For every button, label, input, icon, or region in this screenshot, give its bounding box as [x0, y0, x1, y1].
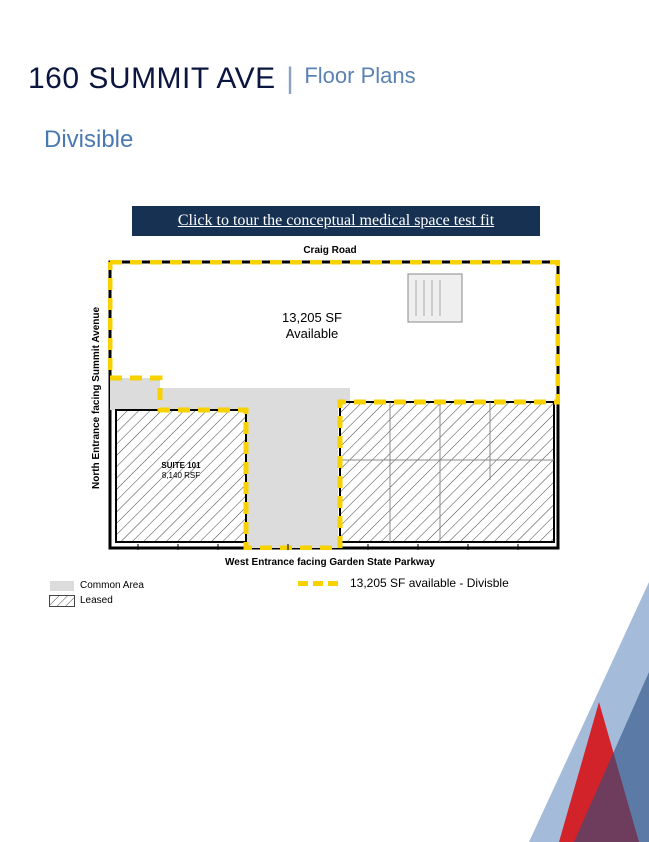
legend-available: 13,205 SF available - Divisble [298, 576, 509, 590]
street-label-bottom: West Entrance facing Garden State Parkwa… [94, 557, 566, 568]
suite-label-line1: SUITE 101 [161, 461, 201, 470]
legend-common-area: Common Area [50, 580, 144, 591]
decor-triangle-blue-dark [574, 672, 649, 842]
legend-left: Common Area Leased [50, 580, 144, 610]
swatch-common-icon [50, 581, 74, 591]
legend-leased-label: Leased [80, 595, 113, 606]
street-label-left: North Entrance facing Summit Avenue [91, 248, 102, 548]
leased-right [340, 402, 554, 542]
legend-common-label: Common Area [80, 580, 144, 591]
available-label-line2: Available [286, 326, 339, 341]
available-label-line1: 13,205 SF [282, 310, 342, 325]
address-title: 160 SUMMIT AVE [28, 62, 276, 96]
swatch-leased-icon [50, 596, 74, 606]
page-header: 160 SUMMIT AVE | Floor Plans [28, 62, 416, 96]
section-subhead: Divisible [44, 126, 133, 154]
floorplan-svg: 13,205 SF Available SUITE 101 8,140 RSF [108, 260, 560, 550]
tour-link[interactable]: Click to tour the conceptual medical spa… [132, 206, 540, 236]
floorplan-container: Craig Road West Entrance facing Garden S… [94, 248, 566, 566]
suite-label-line2: 8,140 RSF [162, 471, 200, 480]
legend-available-label: 13,205 SF available - Divisble [350, 576, 509, 590]
header-divider: | [286, 62, 294, 96]
header-subtitle: Floor Plans [304, 63, 415, 89]
street-label-top: Craig Road [94, 245, 566, 256]
legend-leased: Leased [50, 595, 144, 606]
dash-icon [298, 581, 338, 586]
